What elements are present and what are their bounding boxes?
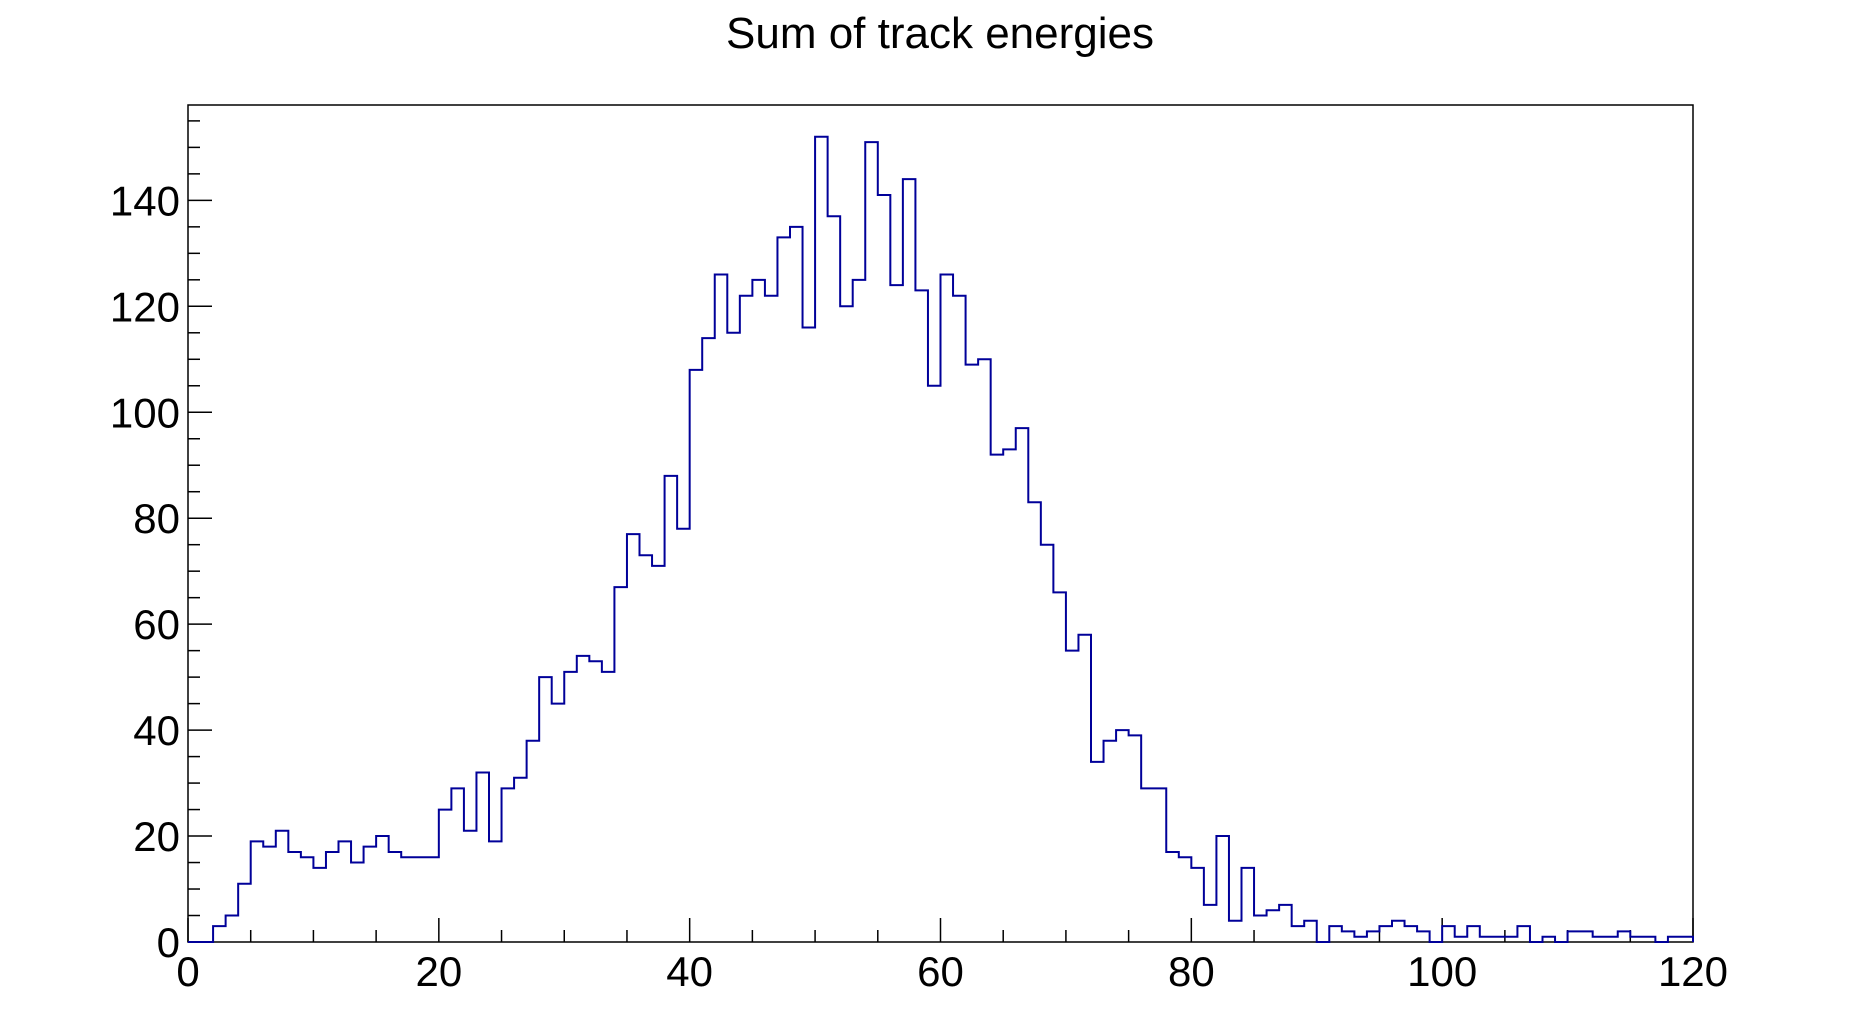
plot-frame [187,104,1694,943]
x-tick-label: 40 [666,948,713,995]
x-tick-label: 20 [415,948,462,995]
y-tick-label: 80 [133,495,180,542]
x-tick-label: 60 [917,948,964,995]
y-tick-label: 0 [157,919,180,966]
y-tick-label: 20 [133,813,180,860]
y-tick-label: 100 [110,389,180,436]
x-tick-label: 100 [1407,948,1477,995]
y-axis: 0 20 40 60 80 100 120 140 [110,120,212,966]
x-tick-label: 80 [1168,948,1215,995]
chart-title: Sum of track energies [726,9,1154,58]
y-tick-label: 40 [133,707,180,754]
x-tick-label: 120 [1658,948,1728,995]
histogram-line [188,135,1694,943]
y-tick-label: 60 [133,601,180,648]
y-tick-label: 140 [110,177,180,224]
x-tick-label: 0 [176,948,199,995]
x-axis: 0 20 40 60 80 100 120 [176,918,1728,995]
y-tick-label: 120 [110,283,180,330]
